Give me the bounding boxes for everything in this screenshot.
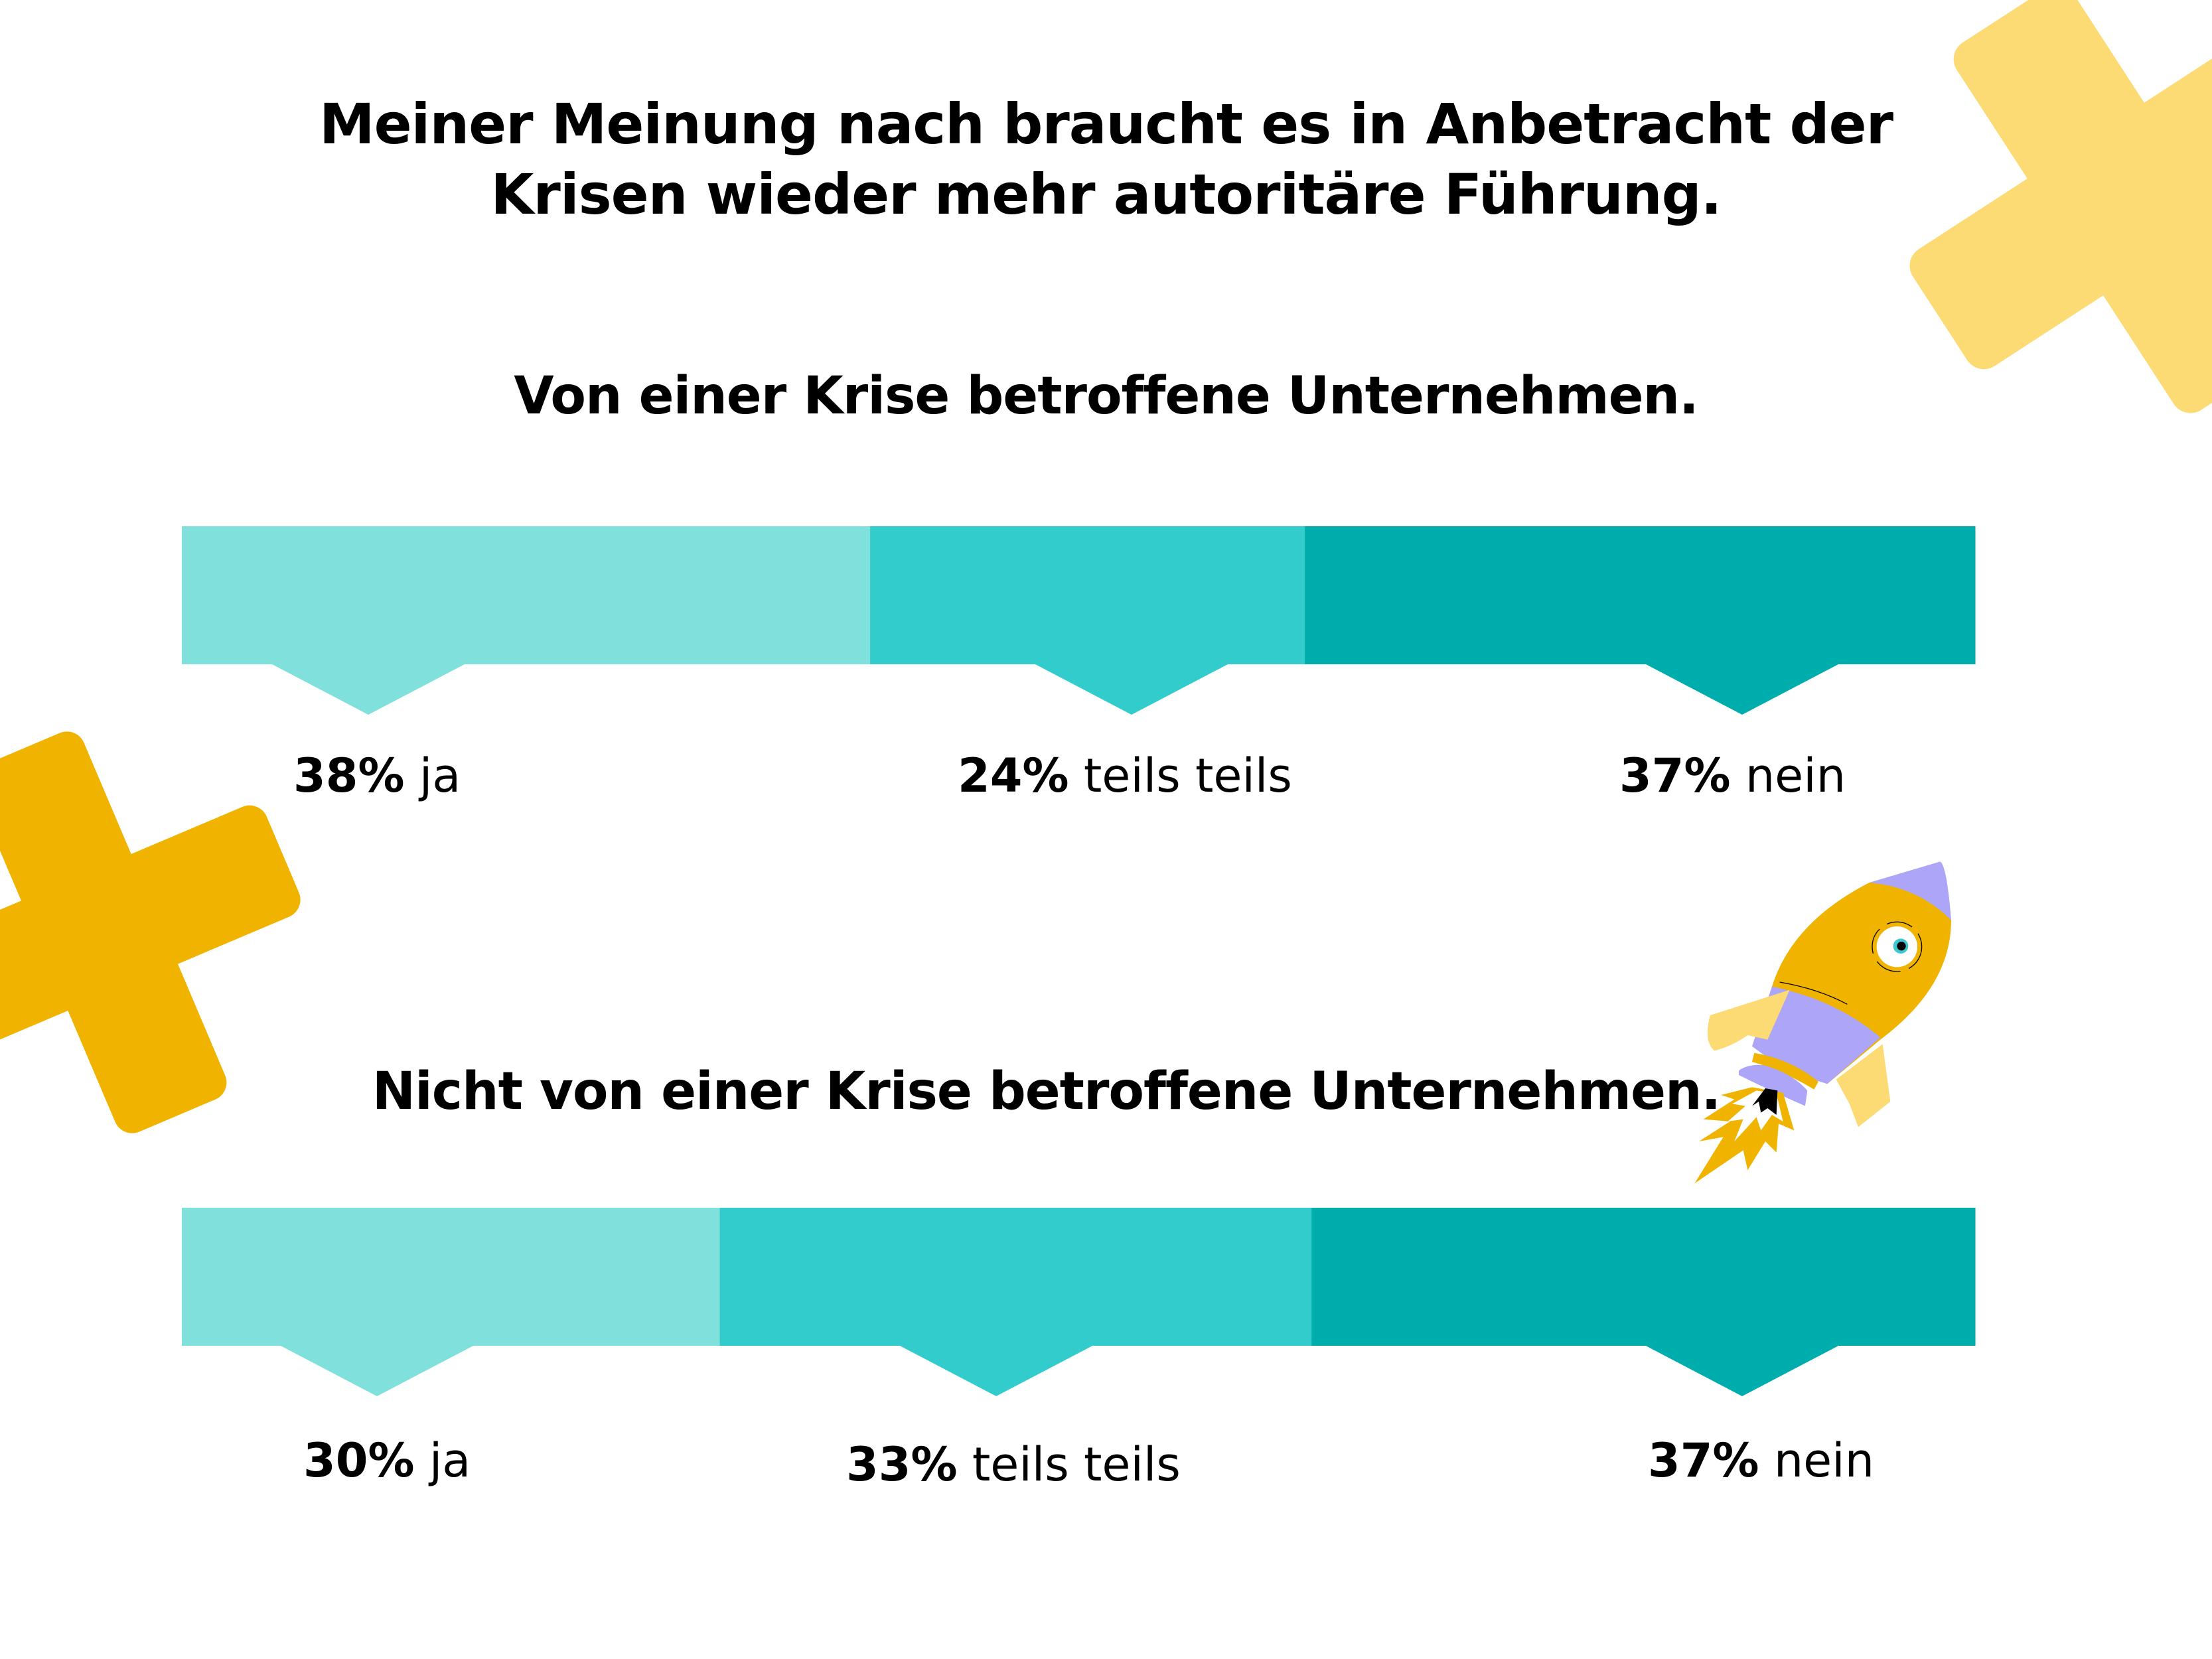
data-label-value: 38% (293, 749, 405, 803)
bar-segment-ja (182, 1208, 721, 1346)
data-label-text: teils teils (957, 1437, 1181, 1492)
data-label: 33% teils teils (846, 1437, 1181, 1492)
page-title: Meiner Meinung nach braucht es in Anbetr… (319, 92, 1893, 227)
data-label: 37% nein (1648, 1433, 1874, 1488)
bar-segment-teils-teils (870, 526, 1305, 664)
data-label-text: ja (404, 749, 461, 803)
data-label-value: 30% (303, 1433, 415, 1488)
rocket-icon (1694, 861, 1951, 1184)
data-label-text: nein (1730, 749, 1846, 803)
bar-segment-ja (182, 526, 871, 664)
chart-1-title: Von einer Krise betroffene Unternehmen. (514, 366, 1698, 426)
chart-2-title: Nicht von einer Krise betroffene Unterne… (372, 1062, 1721, 1121)
pointer-teils-teils (1034, 664, 1229, 715)
data-label: 24% teils teils (958, 749, 1292, 803)
data-label-text: ja (414, 1433, 471, 1488)
data-label-value: 37% (1619, 749, 1731, 803)
data-label: 37% nein (1619, 749, 1846, 803)
data-label-value: 33% (846, 1437, 958, 1492)
data-label-text: nein (1759, 1433, 1875, 1488)
pointer-teils-teils (899, 1345, 1094, 1396)
pointer-ja (279, 1345, 475, 1396)
data-label-value: 24% (958, 749, 1069, 803)
cross-icon-left (0, 731, 301, 1133)
cross-icon-top-right (1909, 0, 2212, 413)
pointer-ja (271, 664, 466, 715)
pointer-nein (1645, 1345, 1840, 1396)
data-label-text: teils teils (1069, 749, 1292, 803)
bar-segment-nein (1311, 1208, 1976, 1346)
pointer-nein (1645, 664, 1840, 715)
data-label-value: 37% (1648, 1433, 1759, 1488)
bar-segment-teils-teils (719, 1208, 1312, 1346)
data-label: 30% ja (303, 1433, 471, 1488)
bar-segment-nein (1305, 526, 1976, 664)
data-label: 38% ja (293, 749, 461, 803)
